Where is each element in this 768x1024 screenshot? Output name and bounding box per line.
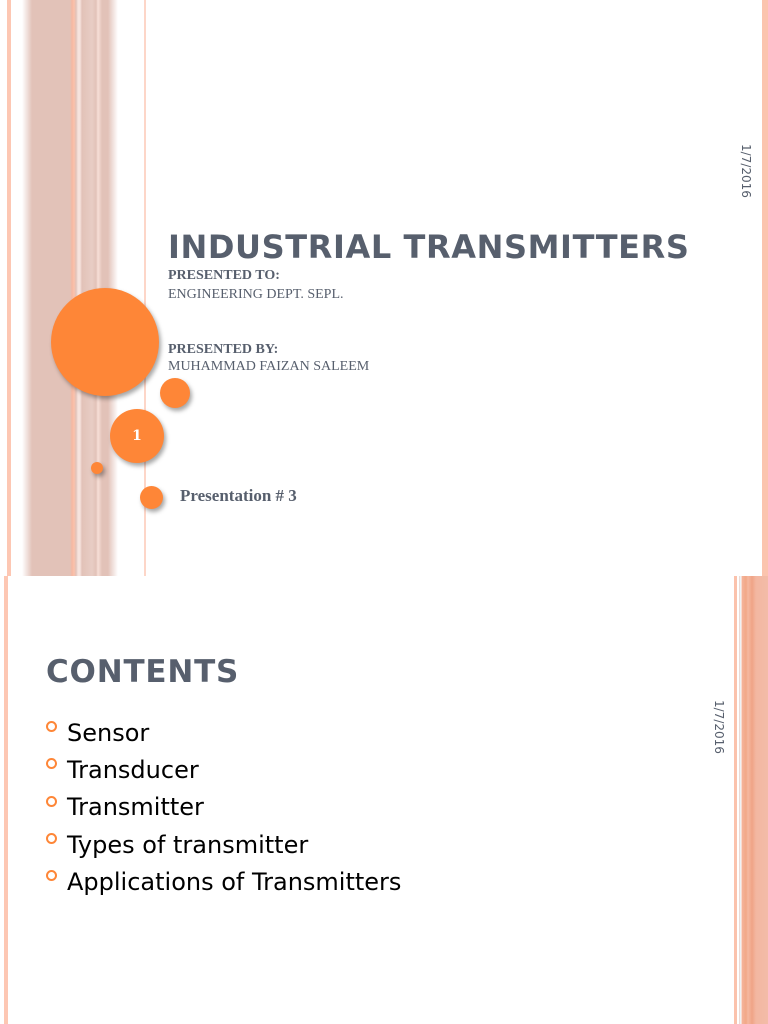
bullet-circle-icon [46, 870, 57, 882]
presented-by-value: MUHAMMAD FAIZAN SALEEM [168, 359, 370, 374]
decorative-rule [144, 0, 146, 576]
slide-title: INDUSTRIAL TRANSMITTERS [168, 228, 690, 266]
list-item-label: Transducer [67, 755, 199, 784]
decorative-circle [91, 462, 103, 474]
list-item: Types of transmitter [46, 826, 401, 863]
list-item-label: Transmitter [67, 793, 204, 822]
decorative-band [734, 576, 768, 1024]
list-item: Sensor [46, 714, 401, 751]
contents-list: Sensor Transducer Transmitter Types of t… [46, 714, 401, 900]
list-item-label: Sensor [67, 718, 150, 747]
list-item: Applications of Transmitters [46, 863, 401, 900]
bullet-circle-icon [46, 721, 57, 733]
decorative-stripe [4, 576, 8, 1024]
presented-to-label: PRESENTED TO: [168, 268, 280, 283]
list-item-label: Types of transmitter [67, 830, 309, 859]
bullet-circle-icon [46, 795, 57, 807]
decorative-circle [140, 486, 163, 509]
presentation-subtitle: Presentation # 3 [180, 486, 297, 505]
contents-slide: 1/7/2016 CONTENTS Sensor Transducer Tran… [0, 576, 768, 1024]
bullet-circle-icon [46, 833, 57, 845]
slide-date: 1/7/2016 [712, 700, 726, 754]
presented-to-value: ENGINEERING DEPT. SEPL. [168, 287, 344, 302]
presented-by-label: PRESENTED BY: [168, 342, 279, 357]
bullet-circle-icon [46, 758, 57, 770]
decorative-circle [160, 378, 190, 408]
list-item: Transmitter [46, 789, 401, 826]
list-item: Transducer [46, 751, 401, 788]
slide-title: CONTENTS [46, 654, 240, 690]
decorative-stripe [7, 0, 11, 576]
decorative-stripe [762, 0, 768, 576]
decorative-circle [51, 288, 159, 396]
title-slide: 1 1/7/2016 INDUSTRIAL TRANSMITTERS PRESE… [7, 0, 768, 576]
list-item-label: Applications of Transmitters [67, 867, 402, 896]
slide-number: 1 [110, 409, 164, 463]
slide-date: 1/7/2016 [739, 144, 753, 198]
